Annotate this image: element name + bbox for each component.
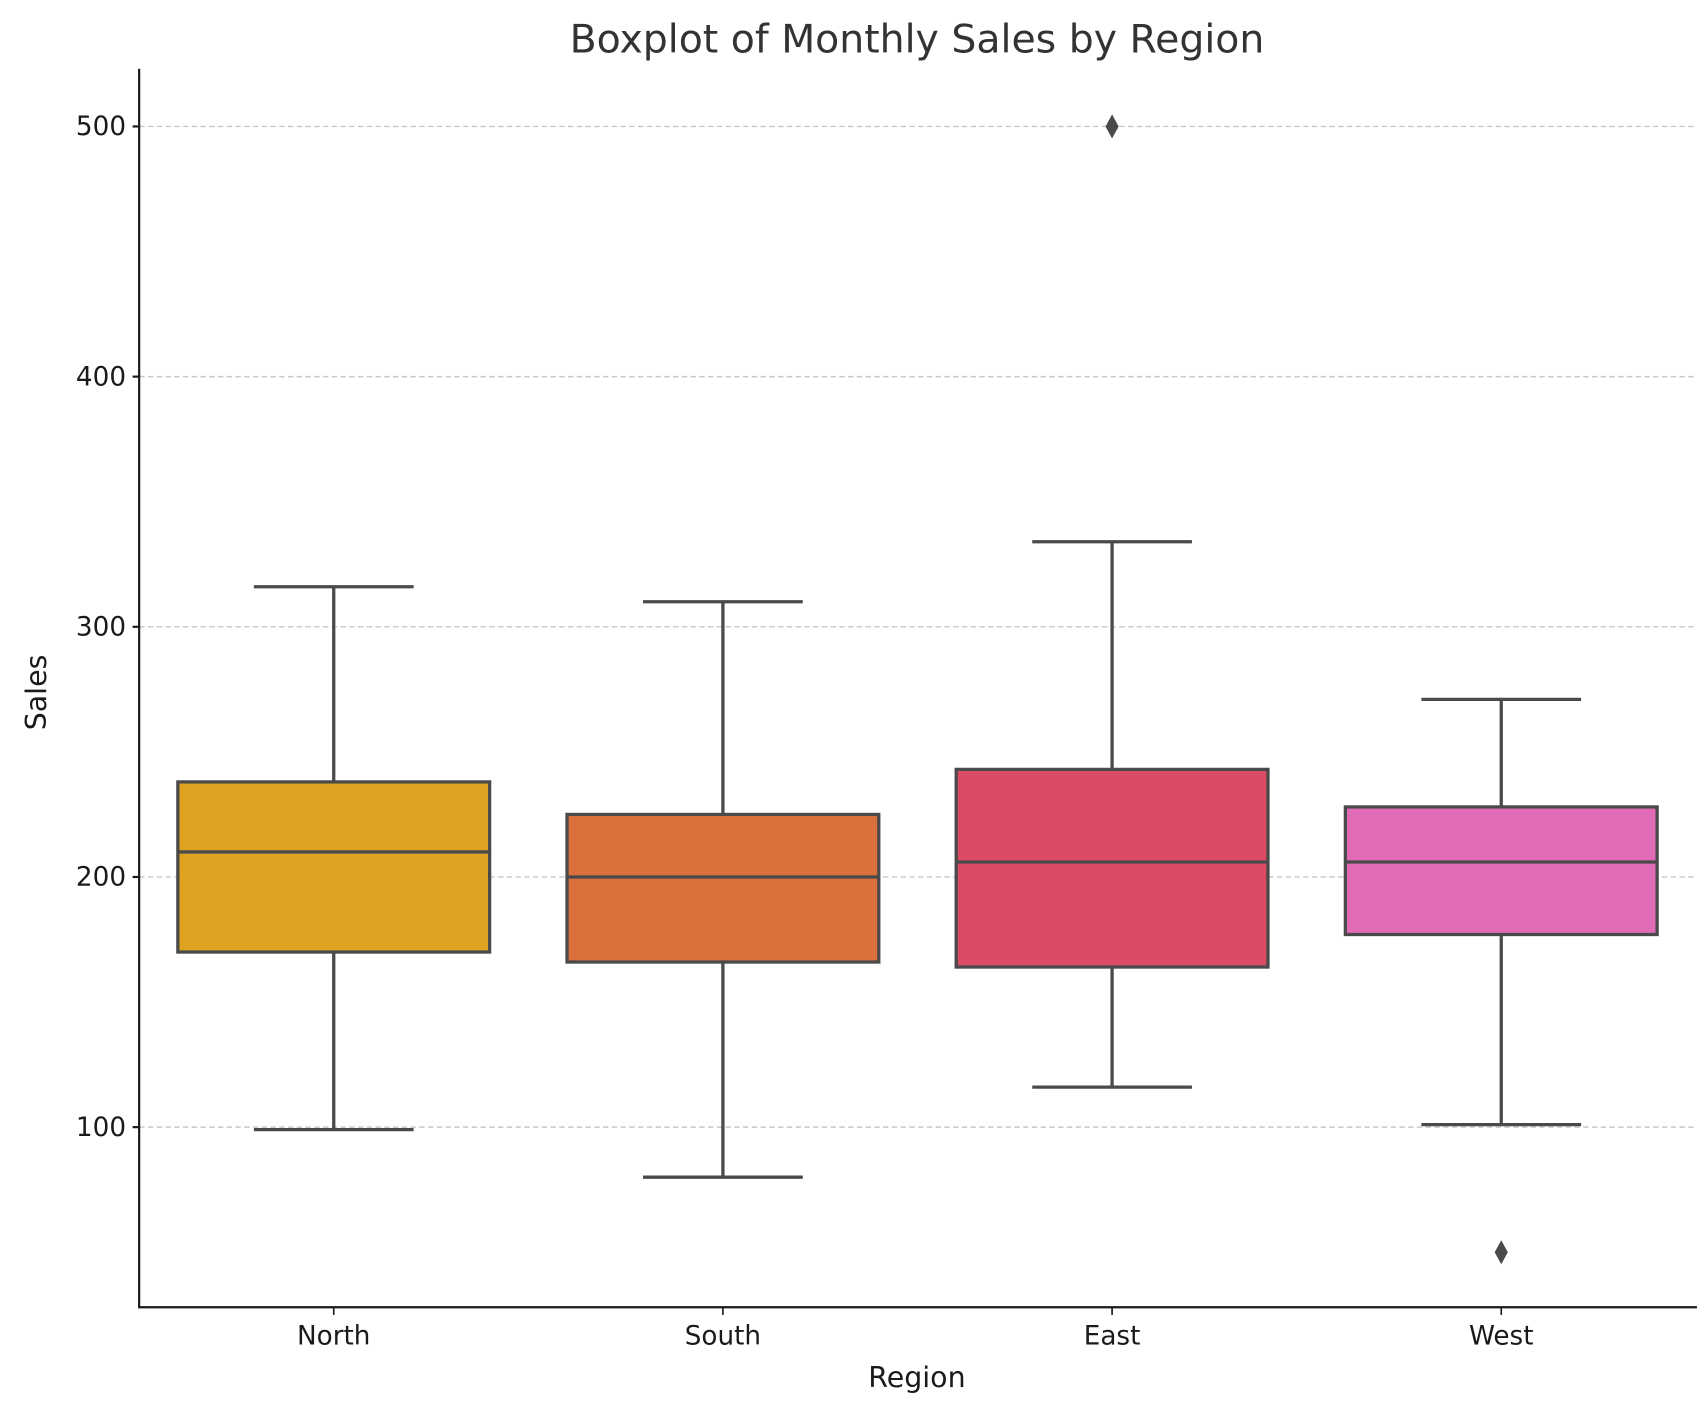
x-tick-label: West <box>1469 1321 1534 1351</box>
iqr-box <box>954 767 1270 969</box>
boxes <box>176 114 1659 1265</box>
iqr-box <box>176 780 492 954</box>
x-tick-label: South <box>685 1321 761 1351</box>
chart-title: Boxplot of Monthly Sales by Region <box>570 17 1265 63</box>
box-north <box>176 585 492 1132</box>
x-axis-label: Region <box>868 1361 965 1394</box>
box-south <box>565 600 881 1179</box>
x-tick-label: North <box>297 1321 370 1351</box>
box-east <box>954 114 1270 1089</box>
y-axis-ticks: 100 200 300 400 500 <box>76 112 140 1143</box>
box-west <box>1343 697 1659 1265</box>
y-axis-label: Sales <box>20 655 53 731</box>
gridlines <box>139 125 1696 1128</box>
y-tick-label: 200 <box>76 863 126 893</box>
outlier-point <box>1494 1240 1508 1265</box>
iqr-box <box>565 812 881 964</box>
outlier-point <box>1105 114 1119 139</box>
y-tick-label: 300 <box>76 613 126 643</box>
x-tick-label: East <box>1084 1321 1141 1351</box>
x-axis-ticks: North South East West <box>297 1307 1534 1351</box>
iqr-box <box>1343 805 1659 937</box>
y-tick-label: 100 <box>76 1113 126 1143</box>
y-tick-label: 400 <box>76 362 126 392</box>
y-tick-label: 500 <box>76 112 126 142</box>
